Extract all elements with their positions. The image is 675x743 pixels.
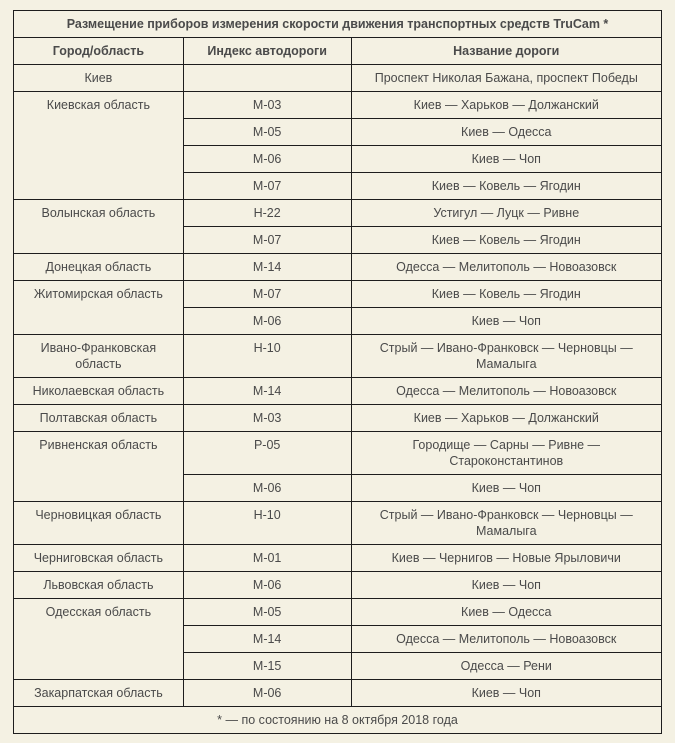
table-row: Ивано-Франковская область Н-10 Стрый — Ива… [13,334,663,378]
region-cell: Донецкая область [13,253,184,281]
title-row: Размещение приборов измерения скорости д… [13,10,662,38]
road-index-cell: Р-05 [182,431,352,475]
road-index-cell: Н-10 [182,334,352,378]
table-row: Волынская область Н-22 Устигул — Луцк — Ри… [13,199,663,254]
region-cell: Киевская область [13,91,184,200]
column-header-region: Город/область [13,37,184,65]
road-index-cell: М-03 [182,91,352,119]
road-name-cell: Стрый — Ивано-Франковск — Черновцы — Мам… [350,501,663,545]
table-row: Одесская область М-05 Киев — Одесса [13,598,663,680]
table-row: М-06 Киев — Чоп [14,145,663,173]
table-row: М-14 Одесса — Мелитополь — Новоазовск [14,625,663,653]
road-name-cell: Стрый — Ивано-Франковск — Черновцы — Мам… [350,334,663,378]
road-name-cell: Киев — Чоп [350,571,663,599]
road-index-cell: Н-22 [182,199,352,227]
trucam-placement-table: Размещение приборов измерения скорости д… [13,10,663,734]
road-index-cell: М-06 [182,307,352,335]
region-cell: Киев [13,64,184,92]
road-index-cell [182,64,352,92]
table-row: Черниговская область М-01 Киев — Чернигов … [13,544,663,572]
table-foot: * — по состоянию на 8 октября 2018 года [13,706,662,734]
road-index-cell: М-05 [182,598,352,626]
table-row: М-07 Киев — Ковель — Ягодин [14,172,663,200]
road-index-cell: М-07 [182,280,352,308]
road-index-cell: М-07 [182,226,352,254]
road-name-cell: Киев — Одесса [350,598,663,626]
table-row: М-06 Киев — Чоп [14,474,663,502]
road-name-cell: Киев — Ковель — Ягодин [350,172,663,200]
road-name-cell: Киев — Чоп [350,307,663,335]
road-index-cell: М-06 [182,679,352,707]
table-row: Закарпатская область М-06 Киев — Чоп [13,679,663,707]
region-cell: Волынская область [13,199,184,254]
region-cell: Ивано-Франковская область [13,334,184,378]
road-index-cell: М-14 [182,625,352,653]
column-header-road-name: Название дороги [350,37,663,65]
table-row: Донецкая область М-14 Одесса — Мелитополь … [13,253,663,281]
table-row: Львовская область М-06 Киев — Чоп [13,571,663,599]
table-row: Николаевская область М-14 Одесса — Мелитоп… [13,377,663,405]
road-index-cell: М-07 [182,172,352,200]
table-row: М-06 Киев — Чоп [14,307,663,335]
road-index-cell: М-06 [182,145,352,173]
region-cell: Житомирская область [13,280,184,335]
table-row: Киев Проспект Николая Бажана, проспект По… [13,64,663,92]
road-index-cell: М-01 [182,544,352,572]
road-name-cell: Одесса — Мелитополь — Новоазовск [350,253,663,281]
footnote: * — по состоянию на 8 октября 2018 года [13,706,662,734]
table-row: М-05 Киев — Одесса [14,118,663,146]
road-name-cell: Киев — Харьков — Должанский [350,91,663,119]
road-name-cell: Проспект Николая Бажана, проспект Победы [350,64,663,92]
road-index-cell: М-05 [182,118,352,146]
road-name-cell: Киев — Чоп [350,679,663,707]
road-index-cell: М-06 [182,571,352,599]
road-name-cell: Одесса — Мелитополь — Новоазовск [350,377,663,405]
table-row: М-07 Киев — Ковель — Ягодин [14,226,663,254]
region-cell: Черниговская область [13,544,184,572]
road-name-cell: Одесса — Мелитополь — Новоазовск [350,625,663,653]
region-cell: Одесская область [13,598,184,680]
region-cell: Николаевская область [13,377,184,405]
road-index-cell: М-03 [182,404,352,432]
table-row: Киевская область М-03 Киев — Харьков — Дол… [13,91,663,200]
road-index-cell: М-06 [182,474,352,502]
road-index-cell: Н-10 [182,501,352,545]
table-body: Киев Проспект Николая Бажана, проспект По… [13,64,663,707]
table-row: Житомирская область М-07 Киев — Ковель — Я… [13,280,663,335]
road-name-cell: Киев — Чоп [350,145,663,173]
road-name-cell: Киев — Ковель — Ягодин [350,280,663,308]
road-name-cell: Устигул — Луцк — Ривне [350,199,663,227]
road-name-cell: Киев — Ковель — Ягодин [350,226,663,254]
road-index-cell: М-14 [182,253,352,281]
road-index-cell: М-15 [182,652,352,680]
road-name-cell: Киев — Чернигов — Новые Ярыловичи [350,544,663,572]
footnote-row: * — по состоянию на 8 октября 2018 года [13,706,662,734]
table-row: Ривненская область Р-05 Городище — Сарны —… [13,431,663,502]
road-index-cell: М-14 [182,377,352,405]
region-cell: Ривненская область [13,431,184,502]
table-row: Полтавская область М-03 Киев — Харьков — Д… [13,404,663,432]
road-name-cell: Одесса — Рени [350,652,663,680]
region-cell: Полтавская область [13,404,184,432]
table-row: Черновицкая область Н-10 Стрый — Ивано-Фра… [13,501,663,545]
road-name-cell: Городище — Сарны — Ривне — Староконстант… [350,431,663,475]
table-title: Размещение приборов измерения скорости д… [13,10,662,38]
table-row: М-15 Одесса — Рени [14,652,663,680]
road-name-cell: Киев — Одесса [350,118,663,146]
region-cell: Черновицкая область [13,501,184,545]
column-header-road-index: Индекс автодороги [182,37,352,65]
region-cell: Закарпатская область [13,679,184,707]
table-head: Размещение приборов измерения скорости д… [13,10,663,65]
column-header-row: Город/область Индекс автодороги Название… [13,37,663,65]
road-name-cell: Киев — Харьков — Должанский [350,404,663,432]
road-name-cell: Киев — Чоп [350,474,663,502]
region-cell: Львовская область [13,571,184,599]
